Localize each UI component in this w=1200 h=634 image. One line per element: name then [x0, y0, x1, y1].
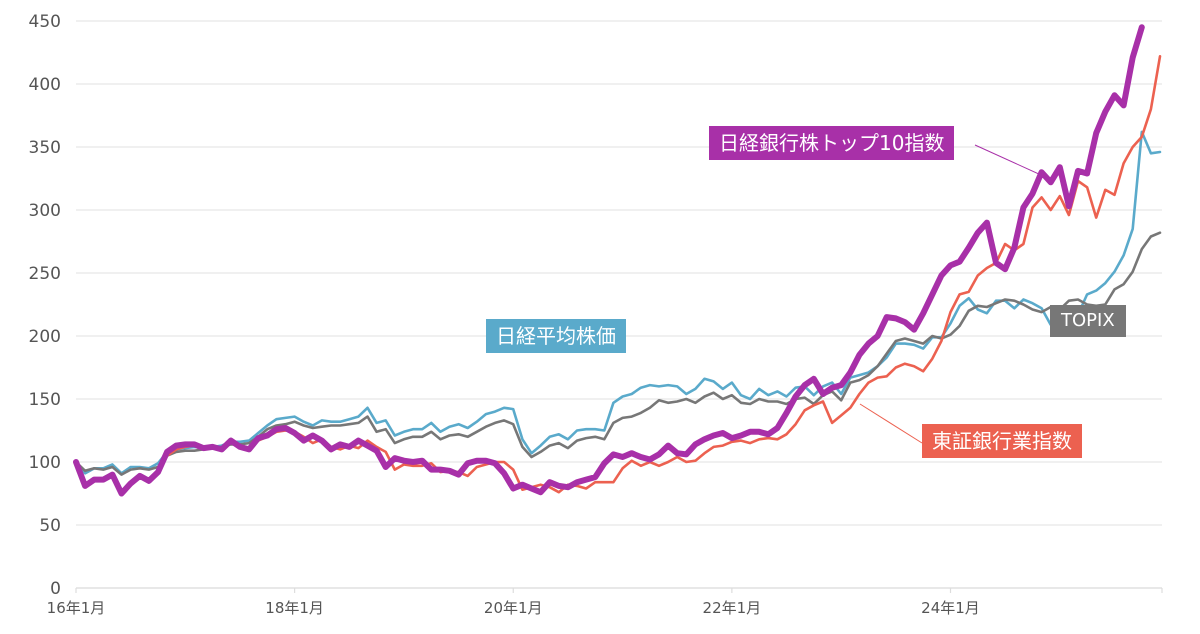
y-tick-label: 350 — [29, 138, 61, 158]
x-tick-label: 18年1月 — [265, 599, 324, 617]
y-axis: 0 50 100 150 200 250 300 350 400 450 — [29, 12, 61, 599]
label-topix: TOPIX — [1050, 305, 1126, 337]
label-tse-bank-index: 東証銀行業指数 — [922, 424, 1082, 458]
annotation-leader-lines — [859, 144, 1053, 444]
y-tick-label: 0 — [50, 579, 61, 599]
x-tick-label: 22年1月 — [703, 599, 762, 617]
y-tick-label: 250 — [29, 264, 61, 284]
y-tick-label: 400 — [29, 75, 61, 95]
x-axis: 16年1月 18年1月 20年1月 22年1月 24年1月 — [47, 587, 1163, 617]
x-tick-label: 24年1月 — [921, 599, 980, 617]
y-tick-label: 50 — [39, 516, 61, 536]
y-tick-label: 100 — [29, 453, 61, 473]
x-tick-label: 16年1月 — [47, 599, 106, 617]
gridlines — [76, 20, 1162, 589]
series-line-nikkei_bank10 — [73, 24, 1145, 497]
y-tick-label: 200 — [29, 327, 61, 347]
series-line-nikkei — [74, 130, 1162, 475]
x-tick-label: 20年1月 — [484, 599, 543, 617]
y-tick-label: 150 — [29, 390, 61, 410]
y-tick-label: 300 — [29, 201, 61, 221]
label-nikkei-bank-top10: 日経銀行株トップ10指数 — [709, 126, 955, 160]
series-lines — [73, 24, 1162, 497]
y-tick-label: 450 — [29, 12, 61, 32]
label-nikkei-average: 日経平均株価 — [486, 319, 626, 353]
